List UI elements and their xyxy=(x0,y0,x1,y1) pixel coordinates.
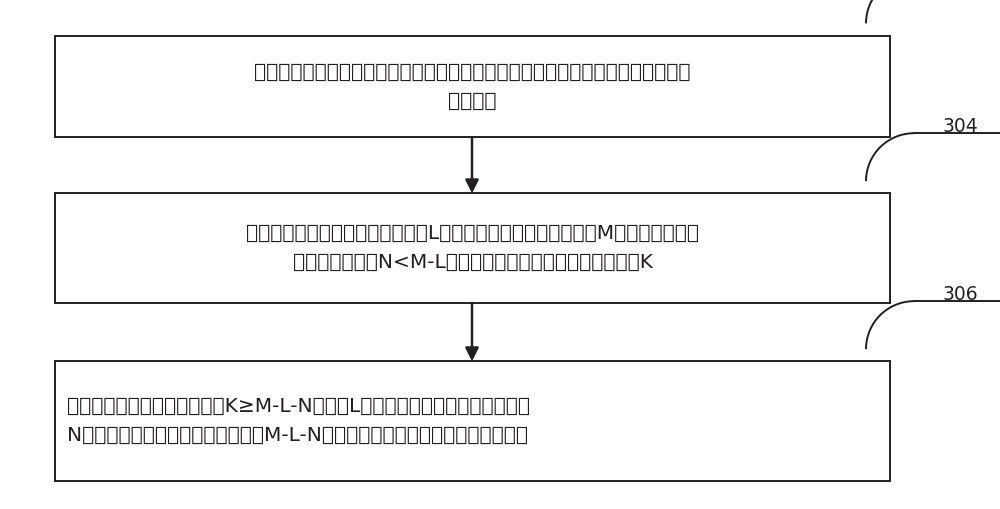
FancyBboxPatch shape xyxy=(55,193,890,303)
FancyBboxPatch shape xyxy=(55,361,890,481)
Text: 304: 304 xyxy=(942,117,978,136)
FancyBboxPatch shape xyxy=(55,36,890,137)
Text: 当第一充电优先级的移动电源数量L小于充电机柜同时可充电数量M，且第二优先级
的移动电源数量N<M-L时，统计第三充电优先级的移动电源K: 当第一充电优先级的移动电源数量L小于充电机柜同时可充电数量M，且第二优先级 的移… xyxy=(246,224,699,272)
Text: 当第三充电优先级的移动电源K≥M-L-N时，对L个第一充电优先级的移动电源、
N个第二充电优先级的移动电源以及M-L-N个第三充电优先级的移动电源进行充电: 当第三充电优先级的移动电源K≥M-L-N时，对L个第一充电优先级的移动电源、 N… xyxy=(67,398,530,445)
Text: 306: 306 xyxy=(942,285,978,304)
Text: 将电量值大于或等于可借出电量阈值且小于充足电量阈值的移动电源，设为第三充
电优先级: 将电量值大于或等于可借出电量阈值且小于充足电量阈值的移动电源，设为第三充 电优先… xyxy=(254,63,691,110)
